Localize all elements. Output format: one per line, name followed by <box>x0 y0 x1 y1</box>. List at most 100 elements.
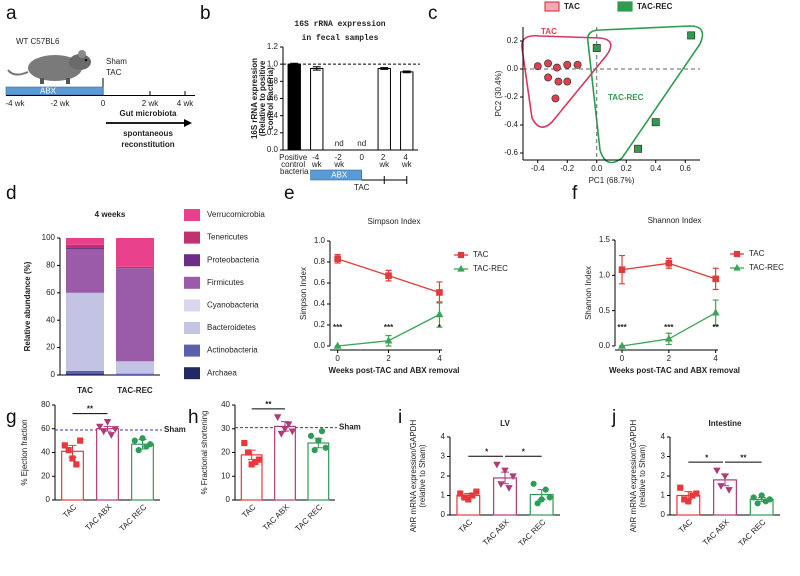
marker <box>322 444 329 451</box>
marker <box>677 484 684 491</box>
error-bar <box>312 66 321 71</box>
panel-letter: i <box>398 407 402 428</box>
marker <box>65 447 72 454</box>
legend-swatch <box>184 231 200 244</box>
y-tick-label: 0 <box>46 495 51 504</box>
y-tick-label: 3 <box>441 452 446 461</box>
y-axis-label: Shannon Index <box>584 266 593 320</box>
phase-arrow <box>106 119 192 127</box>
y-tick-label: 0.4 <box>267 111 279 120</box>
treatment-bar <box>310 169 363 181</box>
marker <box>563 60 572 69</box>
bar-segment <box>116 373 154 375</box>
mouse-icon <box>7 50 91 84</box>
legend-label: TAC <box>473 250 489 259</box>
significance-label: * <box>485 447 489 456</box>
y-tick-label: 40 <box>46 315 55 324</box>
bar-segment <box>116 268 154 362</box>
x-tick-label: 2 <box>667 354 672 363</box>
bar-segment <box>116 361 154 374</box>
y-tick-label: 0.2 <box>267 128 279 137</box>
marker <box>333 341 342 349</box>
marker <box>530 480 537 487</box>
y-tick-label: 0 <box>226 495 231 504</box>
x-tick-label: 2 wk <box>378 153 390 169</box>
y-axis-label: PC2 (30.4%) <box>494 70 503 116</box>
y-tick-label: 0.5 <box>599 306 611 315</box>
significance-label: ** <box>265 400 272 409</box>
timeline-label: -4 wk <box>5 99 25 108</box>
legend-swatch <box>544 1 560 12</box>
y-tick-label: 20 <box>46 343 55 352</box>
y-tick-label: 1.2 <box>267 42 279 51</box>
legend-swatch <box>617 1 633 12</box>
marker <box>717 483 725 490</box>
y-tick-label: 30 <box>221 424 230 433</box>
y-tick-label: 0.6 <box>314 278 326 287</box>
legend-swatch <box>184 367 200 380</box>
y-tick-label: -0.2 <box>504 92 518 101</box>
marker <box>664 334 673 342</box>
significance-label: *** <box>333 323 343 332</box>
y-axis-label: AhR mRNA expression/GAPDH <box>409 420 418 533</box>
y-tick-label: 60 <box>46 288 55 297</box>
y-tick-label: 10 <box>221 471 230 480</box>
y-tick-label: 80 <box>46 261 55 270</box>
x-tick-label: 0 <box>620 354 625 363</box>
legend-label: TAC-REC <box>749 263 784 272</box>
bar <box>400 71 414 151</box>
marker <box>533 62 542 71</box>
panel-letter: f <box>572 183 578 204</box>
marker <box>546 494 553 501</box>
marker <box>665 260 673 267</box>
marker <box>334 255 341 263</box>
y-axis-label: Relative abundance (%) <box>23 261 32 351</box>
legend-label: Firmicutes <box>207 278 244 287</box>
marker <box>77 437 84 444</box>
y-tick-label: 0.2 <box>314 320 326 329</box>
y-tick-label: 0.0 <box>507 64 519 73</box>
marker <box>493 461 501 469</box>
y-tick-label: 40 <box>221 400 230 409</box>
y-tick-label: 0.8 <box>267 76 279 85</box>
x-axis-label: Weeks post-TAC and ABX removal <box>609 366 740 375</box>
timeline <box>361 176 408 184</box>
bar <box>287 63 301 151</box>
marker <box>255 456 263 463</box>
phase-label: reconstitution <box>121 140 174 149</box>
marker <box>103 419 112 426</box>
marker <box>244 449 252 456</box>
chart-title: in fecal samples <box>302 34 379 43</box>
marker <box>385 272 392 279</box>
legend-label: TAC <box>564 2 580 11</box>
marker <box>469 492 476 499</box>
y-tick-label: 60 <box>41 424 50 433</box>
group-label: TAC <box>106 68 122 77</box>
marker <box>284 421 293 429</box>
x-tick-label: 0 <box>335 354 340 363</box>
x-tick-label: Positive control bacteria <box>279 153 309 176</box>
reference-label: Sham <box>339 423 361 432</box>
y-tick-label: 0.2 <box>507 36 519 45</box>
significance-label: *** <box>617 323 627 332</box>
legend-label: Tenericutes <box>207 233 248 242</box>
legend-label: TAC <box>749 249 765 258</box>
x-tick-label: TAC <box>77 386 93 395</box>
bar-segment <box>116 238 154 267</box>
marker <box>318 428 326 435</box>
marker <box>544 59 553 68</box>
panel-letter: e <box>284 183 295 204</box>
marker <box>554 77 563 86</box>
y-tick-label: 40 <box>41 448 50 457</box>
strain-label: WT C57BL6 <box>16 37 60 46</box>
legend-label: Bacteroidetes <box>207 323 256 332</box>
marker <box>544 73 553 82</box>
y-axis-label: % Fractional shortening <box>200 410 209 494</box>
marker <box>273 414 282 422</box>
panel-letter: h <box>188 407 199 428</box>
marker <box>538 496 545 503</box>
y-tick-label: 0 <box>441 510 446 519</box>
marker <box>551 94 560 103</box>
panel-letter: b <box>200 3 211 24</box>
marker <box>563 77 572 86</box>
